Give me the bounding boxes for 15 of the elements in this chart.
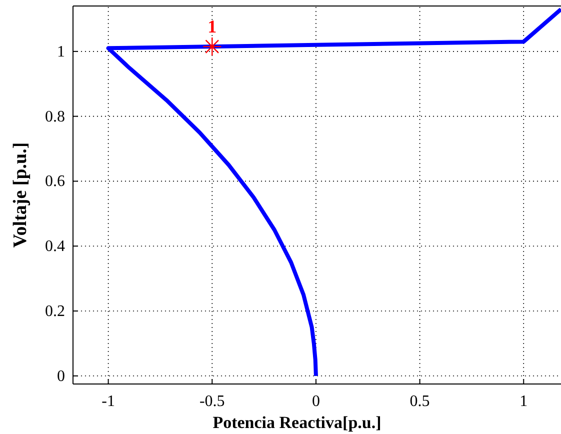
x-tick-label: 1 <box>520 393 528 410</box>
y-tick-label: 0.8 <box>45 108 65 126</box>
x-tick-label: -1 <box>102 393 115 410</box>
y-tick-label: 0 <box>57 368 65 385</box>
y-axis-title: Voltaje [p.u.] <box>10 142 31 248</box>
y-tick-label: 0.2 <box>45 302 65 320</box>
x-tick-label: 0.5 <box>410 393 430 410</box>
line-series <box>106 7 561 378</box>
y-tick-label: 0.4 <box>45 238 65 256</box>
x-axis-title: Potencia Reactiva[p.u.] <box>212 413 382 432</box>
x-tick-label: -0.5 <box>199 393 225 410</box>
y-tick-label: 0.6 <box>45 173 65 190</box>
annotation: 1 <box>208 16 217 37</box>
y-tick-label: 1 <box>57 43 65 60</box>
x-tick-label: 0 <box>312 393 320 410</box>
